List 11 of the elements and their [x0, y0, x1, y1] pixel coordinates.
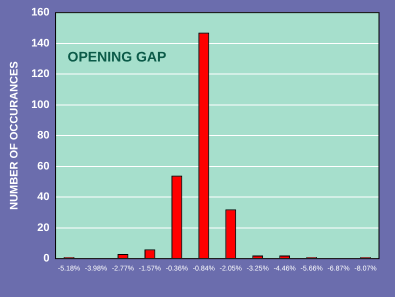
- y-tick-label: 140: [31, 37, 50, 50]
- y-axis-title: NUMBER OF OCCURANCES: [8, 61, 21, 210]
- y-tick-label: 100: [31, 98, 50, 111]
- text: OPENING GAP: [68, 48, 166, 64]
- y-tick-label: 0: [43, 252, 50, 265]
- y-tick-label: 20: [37, 222, 50, 234]
- y-tick-label: 120: [31, 68, 50, 80]
- y-tick-label: 40: [37, 191, 50, 204]
- y-tick-label: 60: [37, 160, 50, 172]
- y-tick-label: 160: [31, 6, 50, 19]
- y-tick-label: 80: [37, 130, 50, 142]
